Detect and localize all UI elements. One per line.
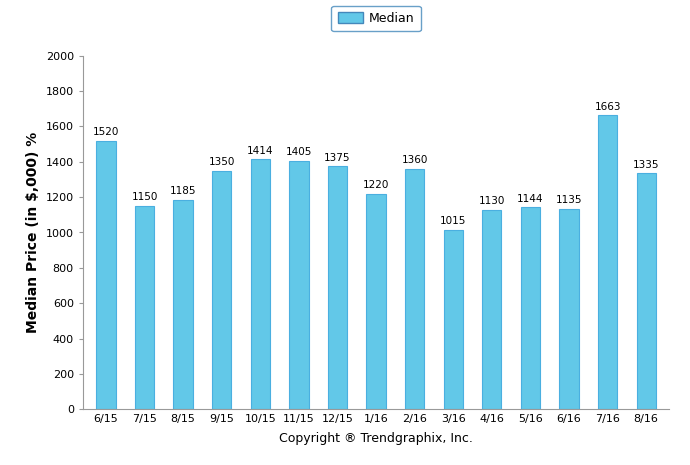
Bar <box>598 115 618 409</box>
Bar <box>212 171 231 409</box>
Bar <box>482 210 502 409</box>
Text: 1663: 1663 <box>594 102 621 112</box>
Bar <box>250 159 270 409</box>
Bar <box>289 161 308 409</box>
X-axis label: Copyright ® Trendgraphix, Inc.: Copyright ® Trendgraphix, Inc. <box>279 432 473 445</box>
Text: 1135: 1135 <box>555 195 582 205</box>
Text: 1405: 1405 <box>286 147 312 158</box>
Text: 1375: 1375 <box>324 153 351 163</box>
Bar <box>444 230 463 409</box>
Text: 1220: 1220 <box>363 180 389 190</box>
Bar <box>636 173 656 409</box>
Text: 1414: 1414 <box>247 146 273 156</box>
Text: 1144: 1144 <box>517 193 544 204</box>
Text: 1520: 1520 <box>92 127 119 137</box>
Text: 1015: 1015 <box>440 216 466 226</box>
Y-axis label: Median Price (in $,000) %: Median Price (in $,000) % <box>26 132 40 333</box>
Bar <box>328 166 347 409</box>
Text: 1335: 1335 <box>633 160 660 170</box>
Bar <box>405 169 424 409</box>
Bar <box>173 200 193 409</box>
Text: 1360: 1360 <box>402 155 428 166</box>
Bar <box>521 207 540 409</box>
Text: 1150: 1150 <box>131 193 158 202</box>
Bar <box>97 140 116 409</box>
Text: 1130: 1130 <box>479 196 505 206</box>
Bar <box>135 206 154 409</box>
Text: 1350: 1350 <box>208 157 235 167</box>
Text: 1185: 1185 <box>170 186 197 196</box>
Bar <box>366 193 386 409</box>
Legend: Median: Median <box>331 6 421 31</box>
Bar <box>560 209 579 409</box>
